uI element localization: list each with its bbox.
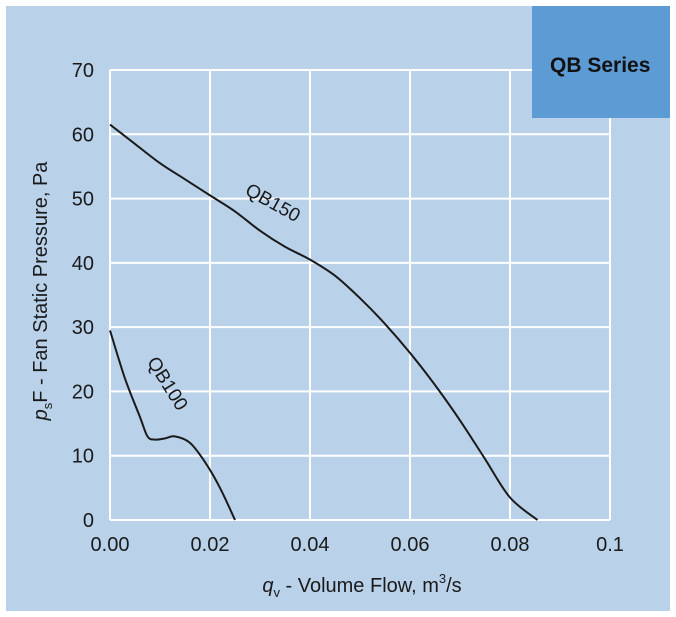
y-tick-label: 20 <box>72 381 94 403</box>
y-tick-label: 40 <box>72 253 94 275</box>
series-line-qb150 <box>109 123 539 521</box>
y-tick-label: 50 <box>72 189 94 211</box>
y-tick-label: 0 <box>83 510 94 532</box>
y-tick-label: 60 <box>72 124 94 146</box>
x-tick-label: 0.1 <box>596 534 624 556</box>
grid-lines <box>109 69 611 521</box>
y-axis-label: psF - Fan Static Pressure, Pa <box>30 161 55 422</box>
x-axis-label-suffix: /s <box>446 575 462 597</box>
y-tick-label: 10 <box>72 446 94 468</box>
x-axis-label: qv - Volume Flow, m3/s <box>262 571 461 600</box>
y-axis-label-text: F - Fan Static Pressure, Pa <box>30 161 52 403</box>
badge: QB Series <box>532 6 670 118</box>
badge-box <box>532 6 670 118</box>
x-tick-label: 0.00 <box>91 534 130 556</box>
y-tick-label: 70 <box>72 60 94 82</box>
y-axis-label-var: p <box>30 409 52 421</box>
x-tick-label: 0.04 <box>291 534 330 556</box>
x-axis-label-var: q <box>262 575 273 597</box>
series-line-qb100 <box>109 330 236 521</box>
x-axis-label-sub: v <box>273 585 280 600</box>
x-axis-label-sup: 3 <box>439 571 446 586</box>
badge-text: QB Series <box>550 54 650 77</box>
x-tick-label: 0.06 <box>391 534 430 556</box>
tick-labels: 0 10 20 30 40 50 60 70 0.00 0.02 0.04 0.06 0.08 0.1 <box>72 60 624 556</box>
x-tick-label: 0.02 <box>191 534 230 556</box>
y-tick-label: 30 <box>72 317 94 339</box>
x-tick-label: 0.08 <box>491 534 530 556</box>
y-axis-label-sub: s <box>40 402 55 409</box>
x-axis-label-text: - Volume Flow, m <box>280 575 439 597</box>
